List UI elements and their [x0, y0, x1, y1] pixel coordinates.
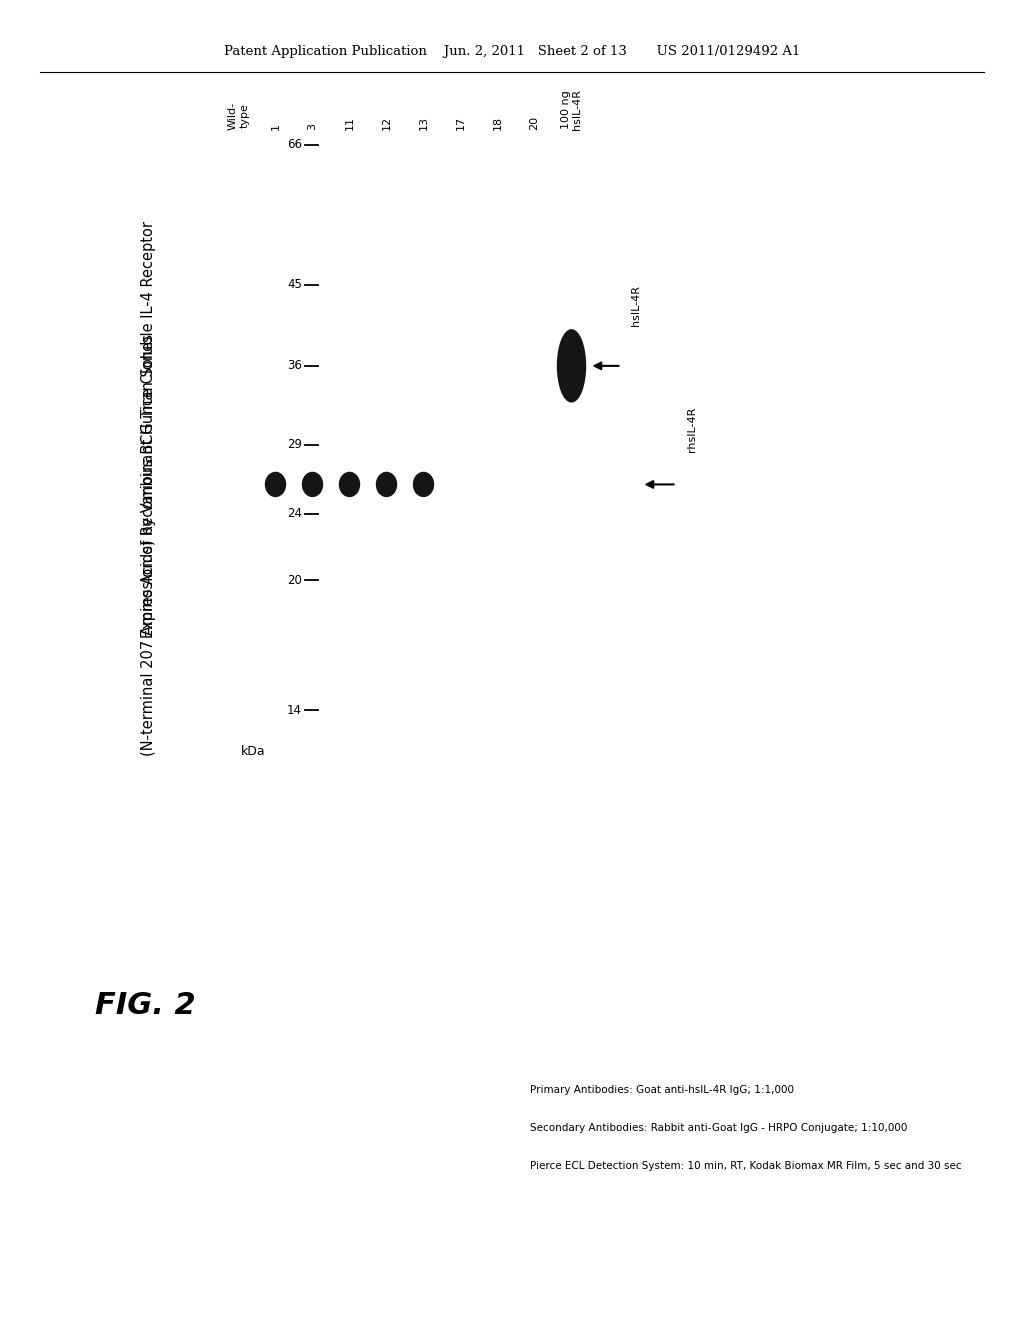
Text: 13: 13: [419, 116, 428, 129]
Ellipse shape: [302, 473, 323, 496]
Text: Patent Application Publication    Jun. 2, 2011   Sheet 2 of 13       US 2011/012: Patent Application Publication Jun. 2, 2…: [224, 45, 800, 58]
Text: FIG. 2: FIG. 2: [95, 990, 196, 1019]
Text: 17: 17: [456, 116, 466, 129]
Text: Expression of Recombinant Human Soluble IL-4 Receptor: Expression of Recombinant Human Soluble …: [140, 222, 156, 639]
Ellipse shape: [377, 473, 396, 496]
Text: 66: 66: [287, 139, 302, 152]
Text: 3: 3: [307, 123, 317, 129]
Text: rhsIL-4R: rhsIL-4R: [686, 407, 696, 453]
Ellipse shape: [340, 473, 359, 496]
Ellipse shape: [265, 473, 286, 496]
Text: 20: 20: [287, 573, 302, 586]
Text: 24: 24: [287, 507, 302, 520]
Text: 20: 20: [529, 116, 540, 129]
Text: Secondary Antibodies: Rabbit anti-Goat IgG - HRPO Conjugate; 1:10,000: Secondary Antibodies: Rabbit anti-Goat I…: [530, 1123, 907, 1133]
Text: (N-terminal 207 Amino Acids) by Various BCG Tice Clones: (N-terminal 207 Amino Acids) by Various …: [140, 334, 156, 756]
Text: 29: 29: [287, 438, 302, 451]
Text: 1: 1: [270, 123, 281, 129]
Text: Pierce ECL Detection System: 10 min, RT, Kodak Biomax MR Film, 5 sec and 30 sec: Pierce ECL Detection System: 10 min, RT,…: [530, 1162, 962, 1171]
Text: hsIL-4R: hsIL-4R: [632, 285, 641, 326]
Text: 100 ng
hsIL-4R: 100 ng hsIL-4R: [561, 88, 583, 129]
Text: kDa: kDa: [241, 744, 265, 758]
Ellipse shape: [414, 473, 433, 496]
Text: 11: 11: [344, 116, 354, 129]
Text: 36: 36: [287, 359, 302, 372]
Text: Wild-
type: Wild- type: [227, 102, 249, 129]
Text: 12: 12: [382, 116, 391, 129]
Text: Primary Antibodies: Goat anti-hsIL-4R IgG; 1:1,000: Primary Antibodies: Goat anti-hsIL-4R Ig…: [530, 1085, 794, 1096]
Text: 45: 45: [287, 279, 302, 290]
Text: 14: 14: [287, 704, 302, 717]
Text: 18: 18: [493, 116, 503, 129]
Ellipse shape: [557, 330, 586, 401]
